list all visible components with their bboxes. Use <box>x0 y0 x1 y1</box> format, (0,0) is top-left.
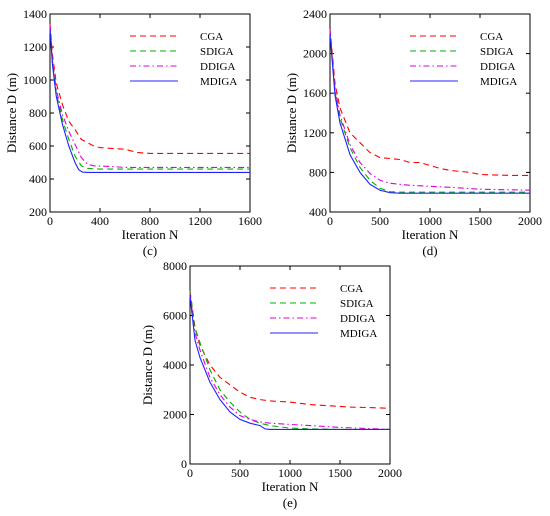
y-tick-label: 600 <box>29 139 47 153</box>
y-tick-label: 1200 <box>23 40 47 54</box>
x-tick-label: 500 <box>231 466 249 480</box>
legend-label-mdiga: MDIGA <box>340 328 377 340</box>
panel-label: (e) <box>283 495 297 510</box>
x-axis-label: Iteration N <box>402 227 459 242</box>
y-axis-label: Distance D (m) <box>140 325 155 405</box>
legend-label-sdiga: SDIGA <box>480 46 514 58</box>
series-line-cga <box>49 23 250 154</box>
series-line-ddiga <box>49 25 250 168</box>
series-line-cga <box>189 290 391 409</box>
series-line-sdiga <box>189 290 390 430</box>
series-line-mdiga <box>329 33 530 194</box>
legend-label-sdiga: SDIGA <box>200 46 234 58</box>
series-line-ddiga <box>329 29 531 191</box>
chart-panel-3: 0 500 1000 1500 2000 0 2000 4000 6000 8000 Iterati… <box>140 259 402 510</box>
legend-label-mdiga: MDIGA <box>480 76 517 88</box>
x-tick-label: 1200 <box>188 214 212 228</box>
x-tick-label: 2000 <box>378 466 402 480</box>
x-tick-label: 800 <box>141 214 159 228</box>
series-line-ddiga <box>189 293 391 430</box>
y-tick-label: 2000 <box>303 47 327 61</box>
y-axis-label: Distance D (m) <box>4 73 19 153</box>
x-tick-label: 2000 <box>518 214 542 228</box>
legend-label-ddiga: DDIGA <box>340 313 375 325</box>
y-tick-label: 800 <box>29 106 47 120</box>
y-tick-label: 400 <box>29 172 47 186</box>
x-tick-label: 1500 <box>328 466 352 480</box>
series-line-sdiga <box>49 27 250 170</box>
legend-label-ddiga: DDIGA <box>480 61 515 73</box>
y-tick-label: 4000 <box>163 358 187 372</box>
legend-label-cga: CGA <box>200 31 223 43</box>
panel-label: (c) <box>143 243 157 258</box>
x-tick-label: 1000 <box>418 214 442 228</box>
legend-label-mdiga: MDIGA <box>200 76 237 88</box>
y-tick-label: 8000 <box>163 259 187 273</box>
y-axis-label: Distance D (m) <box>284 73 299 153</box>
x-tick-label: 0 <box>47 214 53 228</box>
x-tick-label: 1600 <box>238 214 262 228</box>
y-tick-label: 1000 <box>23 73 47 87</box>
legend-label-sdiga: SDIGA <box>340 298 374 310</box>
x-tick-label: 500 <box>371 214 389 228</box>
x-tick-label: 0 <box>187 466 193 480</box>
x-axis-label: Iteration N <box>262 479 319 494</box>
x-tick-label: 1500 <box>468 214 492 228</box>
series-line-mdiga <box>49 28 250 173</box>
y-tick-label: 2400 <box>303 7 327 21</box>
y-tick-label: 6000 <box>163 309 187 323</box>
legend-label-cga: CGA <box>480 31 503 43</box>
x-tick-label: 1000 <box>278 466 302 480</box>
y-tick-label: 1400 <box>23 7 47 21</box>
x-axis-label: Iteration N <box>122 227 179 242</box>
x-tick-label: 400 <box>91 214 109 228</box>
plot-frame <box>329 13 531 213</box>
y-tick-label: 200 <box>29 205 47 219</box>
y-tick-label: 400 <box>309 205 327 219</box>
plot-frame <box>189 265 391 465</box>
y-tick-label: 1600 <box>303 86 327 100</box>
y-tick-label: 1200 <box>303 126 327 140</box>
panel-label: (d) <box>422 243 437 258</box>
series-line-mdiga <box>189 295 390 430</box>
x-tick-label: 0 <box>327 214 333 228</box>
y-tick-label: 0 <box>181 457 187 471</box>
series-line-sdiga <box>329 30 530 193</box>
series-line-cga <box>329 28 530 176</box>
plot-frame <box>49 13 251 213</box>
legend-label-cga: CGA <box>340 283 363 295</box>
y-tick-label: 800 <box>309 165 327 179</box>
chart-panel-2: 0 500 1000 1500 2000 400 800 1200 1600 2000 2400 It… <box>284 7 542 258</box>
legend-label-ddiga: DDIGA <box>200 61 235 73</box>
y-tick-label: 2000 <box>163 408 187 422</box>
chart-panel-1: 0 400 800 1200 1600 200 400 600 800 1000 1200 1400 I… <box>4 7 262 258</box>
